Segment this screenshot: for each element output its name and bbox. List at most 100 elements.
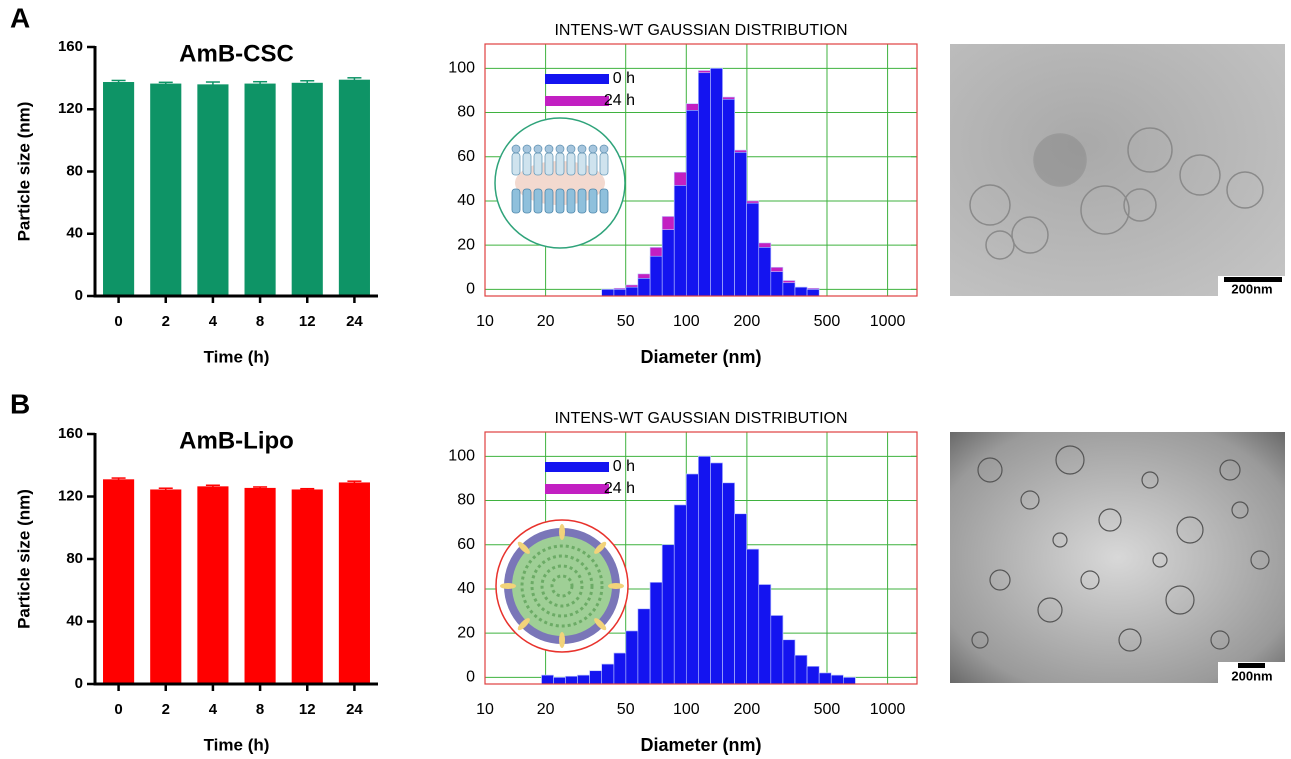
y-tick-label: 80: [66, 162, 83, 179]
schematic-unit: [578, 189, 586, 213]
histogram-bar: [819, 673, 831, 684]
x-tick-label: 8: [256, 313, 264, 330]
x-tick-label: 1000: [870, 313, 906, 330]
schematic-head: [600, 145, 608, 153]
y-tick-label: 100: [448, 448, 475, 465]
y-tick-label: 60: [457, 148, 475, 165]
legend-label: 0 h: [613, 458, 635, 475]
y-tick-label: 160: [58, 425, 83, 442]
bar: [339, 80, 370, 296]
scale-bar: 200nm: [1218, 276, 1285, 296]
schematic-unit: [512, 189, 520, 213]
histogram-bar: [650, 256, 662, 296]
histogram-bar: [614, 289, 626, 296]
schematic-unit: [578, 153, 586, 175]
histogram-bar: [759, 585, 771, 684]
scale-bar-label: 200nm: [1231, 281, 1272, 296]
bar: [103, 479, 134, 684]
x-axis-label: Diameter (nm): [640, 347, 761, 367]
schematic-head: [556, 145, 564, 153]
schematic-unit: [545, 153, 553, 175]
schematic-drug: [500, 583, 516, 589]
x-tick-label: 200: [734, 313, 761, 330]
x-tick-label: 100: [673, 313, 700, 330]
chart-title: INTENS-WT GAUSSIAN DISTRIBUTION: [554, 410, 847, 427]
schematic-head: [523, 145, 531, 153]
histogram-bar: [554, 677, 566, 684]
x-axis-label: Time (h): [204, 735, 270, 754]
bar: [150, 489, 181, 684]
figure: A B 200nm 200nm 040801201600248: [0, 0, 1291, 759]
histogram-bar: [723, 99, 735, 296]
histogram-bar: [638, 609, 650, 684]
bar: [197, 84, 228, 296]
x-tick-label: 500: [814, 313, 841, 330]
schematic-unit: [523, 153, 531, 175]
histogram-bar: [771, 272, 783, 296]
x-axis-label: Diameter (nm): [640, 735, 761, 755]
histogram-bar: [698, 456, 710, 684]
tem-image: [950, 44, 1285, 296]
histogram-bar: [710, 68, 722, 296]
bar: [292, 489, 323, 684]
y-tick-label: 40: [457, 192, 475, 209]
scale-bar: 200nm: [1218, 662, 1285, 683]
x-tick-label: 2: [162, 701, 170, 718]
x-tick-label: 10: [476, 313, 494, 330]
x-tick-label: 1000: [870, 701, 906, 718]
schematic-unit: [567, 189, 575, 213]
y-tick-label: 0: [466, 281, 475, 298]
bar: [197, 486, 228, 684]
x-tick-label: 500: [814, 701, 841, 718]
histogram-bar: [674, 185, 686, 296]
histogram-bar: [602, 664, 614, 684]
histogram-bar: [771, 615, 783, 684]
x-tick-label: 8: [256, 701, 264, 718]
y-tick-label: 40: [66, 225, 83, 242]
histogram-bar: [795, 655, 807, 684]
x-tick-label: 0: [114, 701, 122, 718]
schematic-unit: [589, 189, 597, 213]
panel-label: B: [10, 388, 30, 419]
y-tick-label: 80: [66, 550, 83, 567]
histogram-bar: [843, 677, 855, 684]
x-tick-label: 24: [346, 701, 363, 718]
histogram-bar: [674, 505, 686, 684]
y-tick-label: 40: [66, 612, 83, 629]
histogram-bar: [747, 203, 759, 296]
tem-image: [950, 432, 1285, 683]
x-tick-label: 50: [617, 313, 635, 330]
chart-title: INTENS-WT GAUSSIAN DISTRIBUTION: [554, 22, 847, 39]
schematic-unit: [523, 189, 531, 213]
y-tick-label: 0: [75, 675, 83, 692]
histogram-bar: [783, 640, 795, 684]
bar: [339, 482, 370, 684]
bar: [292, 83, 323, 296]
histogram-bar: [735, 514, 747, 684]
histogram-bar: [626, 631, 638, 684]
scale-bar-label: 200nm: [1231, 668, 1272, 683]
schematic-unit: [556, 189, 564, 213]
y-tick-label: 80: [457, 104, 475, 121]
histogram-bar: [723, 483, 735, 684]
legend-swatch: [545, 462, 609, 472]
schematic-unit: [534, 189, 542, 213]
histogram-bar: [783, 283, 795, 296]
schematic-unit: [567, 153, 575, 175]
schematic-head: [589, 145, 597, 153]
bar: [245, 488, 276, 684]
x-tick-label: 20: [537, 701, 555, 718]
x-tick-label: 100: [673, 701, 700, 718]
histogram-bar: [710, 463, 722, 684]
schematic-head: [567, 145, 575, 153]
histogram-bar: [614, 653, 626, 684]
histogram-bar: [650, 582, 662, 684]
schematic-head: [512, 145, 520, 153]
histogram-bar: [590, 671, 602, 684]
x-axis-label: Time (h): [204, 347, 270, 366]
histogram-bar: [831, 675, 843, 684]
schematic-unit: [545, 189, 553, 213]
schematic-unit: [600, 153, 608, 175]
schematic-head: [534, 145, 542, 153]
x-tick-label: 0: [114, 313, 122, 330]
